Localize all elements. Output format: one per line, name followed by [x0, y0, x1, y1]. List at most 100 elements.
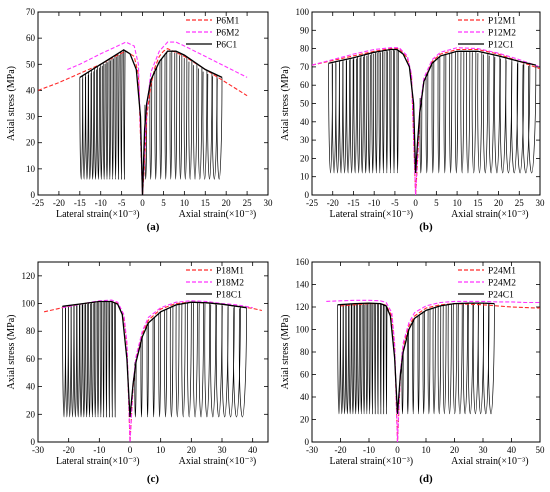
lateral-loop — [349, 58, 354, 174]
x-tick-label: 10 — [422, 445, 432, 455]
y-tick-label: 80 — [300, 44, 310, 54]
x-tick-label: 20 — [450, 445, 460, 455]
lateral-loop — [378, 51, 381, 174]
x-tick-label: 20 — [187, 445, 197, 455]
legend-label-P18M2: P18M2 — [216, 279, 244, 289]
panel-label: (b) — [419, 221, 433, 233]
axial-loop — [442, 304, 447, 415]
x-tick-label: 50 — [536, 445, 546, 455]
y-tick-label: 20 — [26, 138, 36, 148]
axial-loop — [204, 303, 211, 418]
legend: P24M1 P24M2 P24C1 — [458, 267, 516, 301]
series-line-P12M2 — [312, 47, 540, 195]
y-tick-label: 160 — [296, 257, 310, 267]
axial-loop — [449, 52, 453, 174]
axial-loop — [187, 302, 192, 418]
y-tick-label: 90 — [300, 25, 310, 35]
x-axis-label-lateral: Lateral strain(×10⁻³) — [329, 456, 413, 467]
axial-loop — [134, 361, 137, 418]
lateral-loop — [94, 68, 97, 180]
lateral-loop — [342, 60, 347, 174]
y-tick-label: 60 — [300, 80, 310, 90]
series-line-P24M1 — [340, 303, 540, 442]
plot-area — [326, 299, 540, 442]
series-line-P24C1 — [337, 302, 495, 414]
x-tick-label: -30 — [306, 445, 318, 455]
axial-loop — [149, 78, 153, 180]
panel-label: (c) — [147, 473, 160, 485]
series-line-P24M2 — [326, 299, 540, 442]
plot-area — [43, 299, 263, 442]
axial-loop — [159, 58, 163, 180]
axial-loop — [488, 54, 495, 174]
y-axis-label: Axial stress (MPa) — [6, 66, 17, 141]
axial-loop — [528, 65, 537, 174]
axial-loop — [516, 62, 525, 174]
axial-loop — [174, 51, 178, 180]
x-tick-label: -10 — [363, 445, 375, 455]
lateral-loop — [117, 53, 120, 180]
lateral-loop — [396, 49, 399, 174]
plot-frame — [37, 261, 269, 443]
lateral-loop — [340, 304, 344, 415]
axial-loop — [233, 306, 241, 418]
y-tick-label: 140 — [296, 280, 310, 290]
axial-loop — [419, 97, 423, 174]
axial-loop — [179, 53, 183, 180]
x-tick-label: 40 — [248, 445, 258, 455]
lateral-loop — [88, 71, 92, 180]
axial-loop — [432, 307, 436, 415]
lateral-loop — [385, 50, 388, 174]
x-tick-label: 30 — [264, 198, 274, 208]
y-tick-label: 30 — [26, 112, 36, 122]
x-tick-label: -20 — [63, 445, 75, 455]
lateral-loop — [123, 49, 126, 180]
y-tick-label: 80 — [300, 347, 310, 357]
lateral-loop — [99, 301, 102, 418]
axial-loop — [488, 303, 495, 415]
axial-loop — [210, 303, 217, 418]
series-line-P12C1 — [328, 48, 537, 174]
panel-b: -25 -20 -15 -10 -5 0 5 10 15 20 25 30 0 10 20 30 40 50 60 7… — [280, 7, 545, 233]
lateral-loop — [102, 301, 105, 418]
lateral-loop — [343, 304, 347, 415]
lateral-loop — [111, 57, 114, 180]
lateral-loop — [96, 301, 100, 418]
lateral-loop — [105, 60, 109, 180]
lateral-loop — [91, 70, 95, 180]
y-tick-label: 40 — [300, 117, 310, 127]
x-tick-label: 20 — [494, 198, 504, 208]
x-tick-label: 5 — [161, 198, 166, 208]
axial-loop — [146, 322, 149, 418]
lateral-loop — [94, 302, 97, 418]
y-tick-label: 70 — [26, 7, 36, 17]
y-tick-label: 0 — [305, 190, 310, 200]
y-tick-label: 10 — [300, 172, 310, 182]
y-axis-label: Axial stress (MPa) — [280, 66, 291, 141]
axial-loop — [431, 61, 435, 174]
plot-area — [38, 41, 248, 195]
lateral-loop — [114, 302, 116, 418]
y-tick-label: 100 — [296, 325, 310, 335]
axial-loop — [238, 307, 247, 418]
x-tick-label: 0 — [395, 445, 400, 455]
y-tick-label: 60 — [26, 33, 36, 43]
axial-loop — [466, 51, 471, 174]
axial-loop — [454, 51, 459, 174]
x-tick-label: -5 — [391, 198, 399, 208]
axial-loop — [452, 303, 458, 415]
x-tick-label: 30 — [479, 445, 489, 455]
lateral-loop — [79, 304, 83, 418]
x-axis-label-lateral: Lateral strain(×10⁻³) — [56, 209, 140, 220]
y-tick-label: 50 — [300, 99, 310, 109]
lateral-loop — [105, 301, 108, 418]
legend-label-P18C1: P18C1 — [216, 291, 242, 301]
lateral-loop — [360, 303, 363, 415]
axial-loop — [164, 52, 168, 180]
axial-loop — [140, 336, 143, 418]
lateral-loop — [102, 62, 106, 180]
panel-d: -30 -20 -10 0 10 20 30 40 50 0 20 40 60 80 100 120 140 16… — [280, 257, 545, 485]
x-tick-label: -15 — [347, 198, 359, 208]
y-tick-label: 100 — [296, 7, 310, 17]
